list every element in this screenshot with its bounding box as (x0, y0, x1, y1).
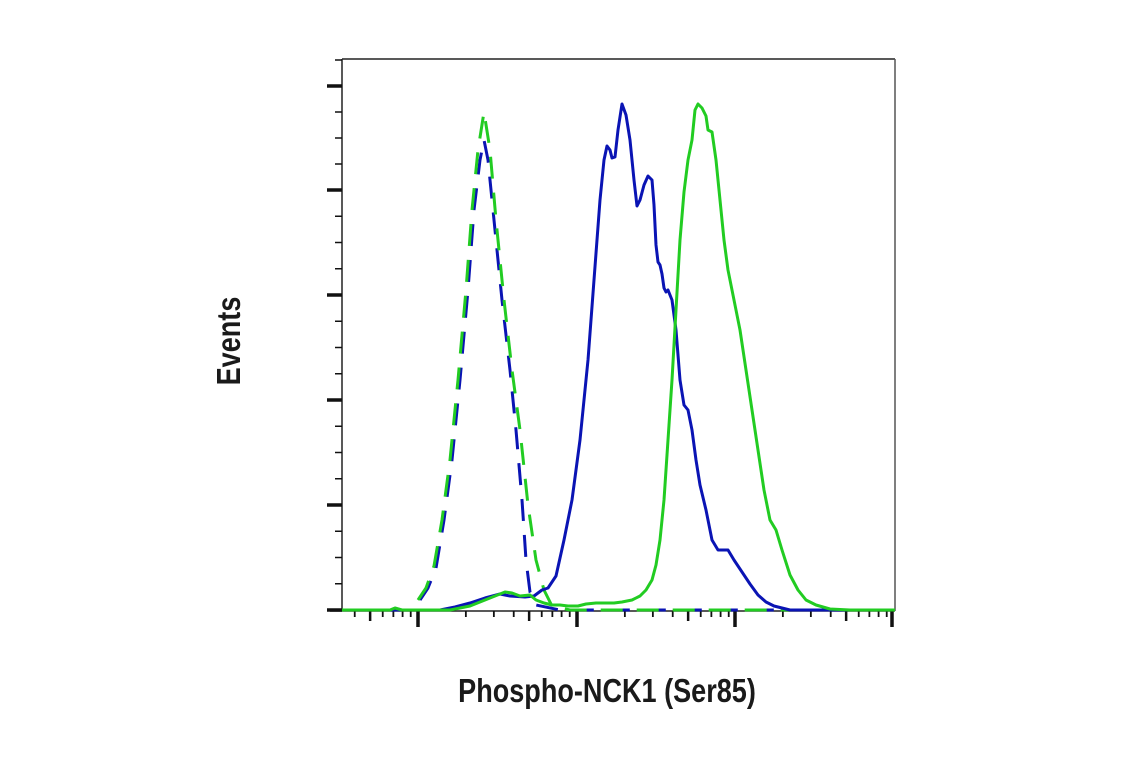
histogram-series (342, 102, 895, 612)
x-axis-title: Phospho-NCK1 (Ser85) (458, 672, 756, 709)
x-axis-ticks (353, 611, 894, 627)
sample-curve (342, 102, 895, 612)
sample-curve (342, 102, 895, 612)
y-axis-title: Events (210, 296, 247, 386)
plot-frame (330, 58, 896, 612)
isotype-curve (418, 138, 895, 612)
y-axis-ticks (327, 59, 342, 612)
